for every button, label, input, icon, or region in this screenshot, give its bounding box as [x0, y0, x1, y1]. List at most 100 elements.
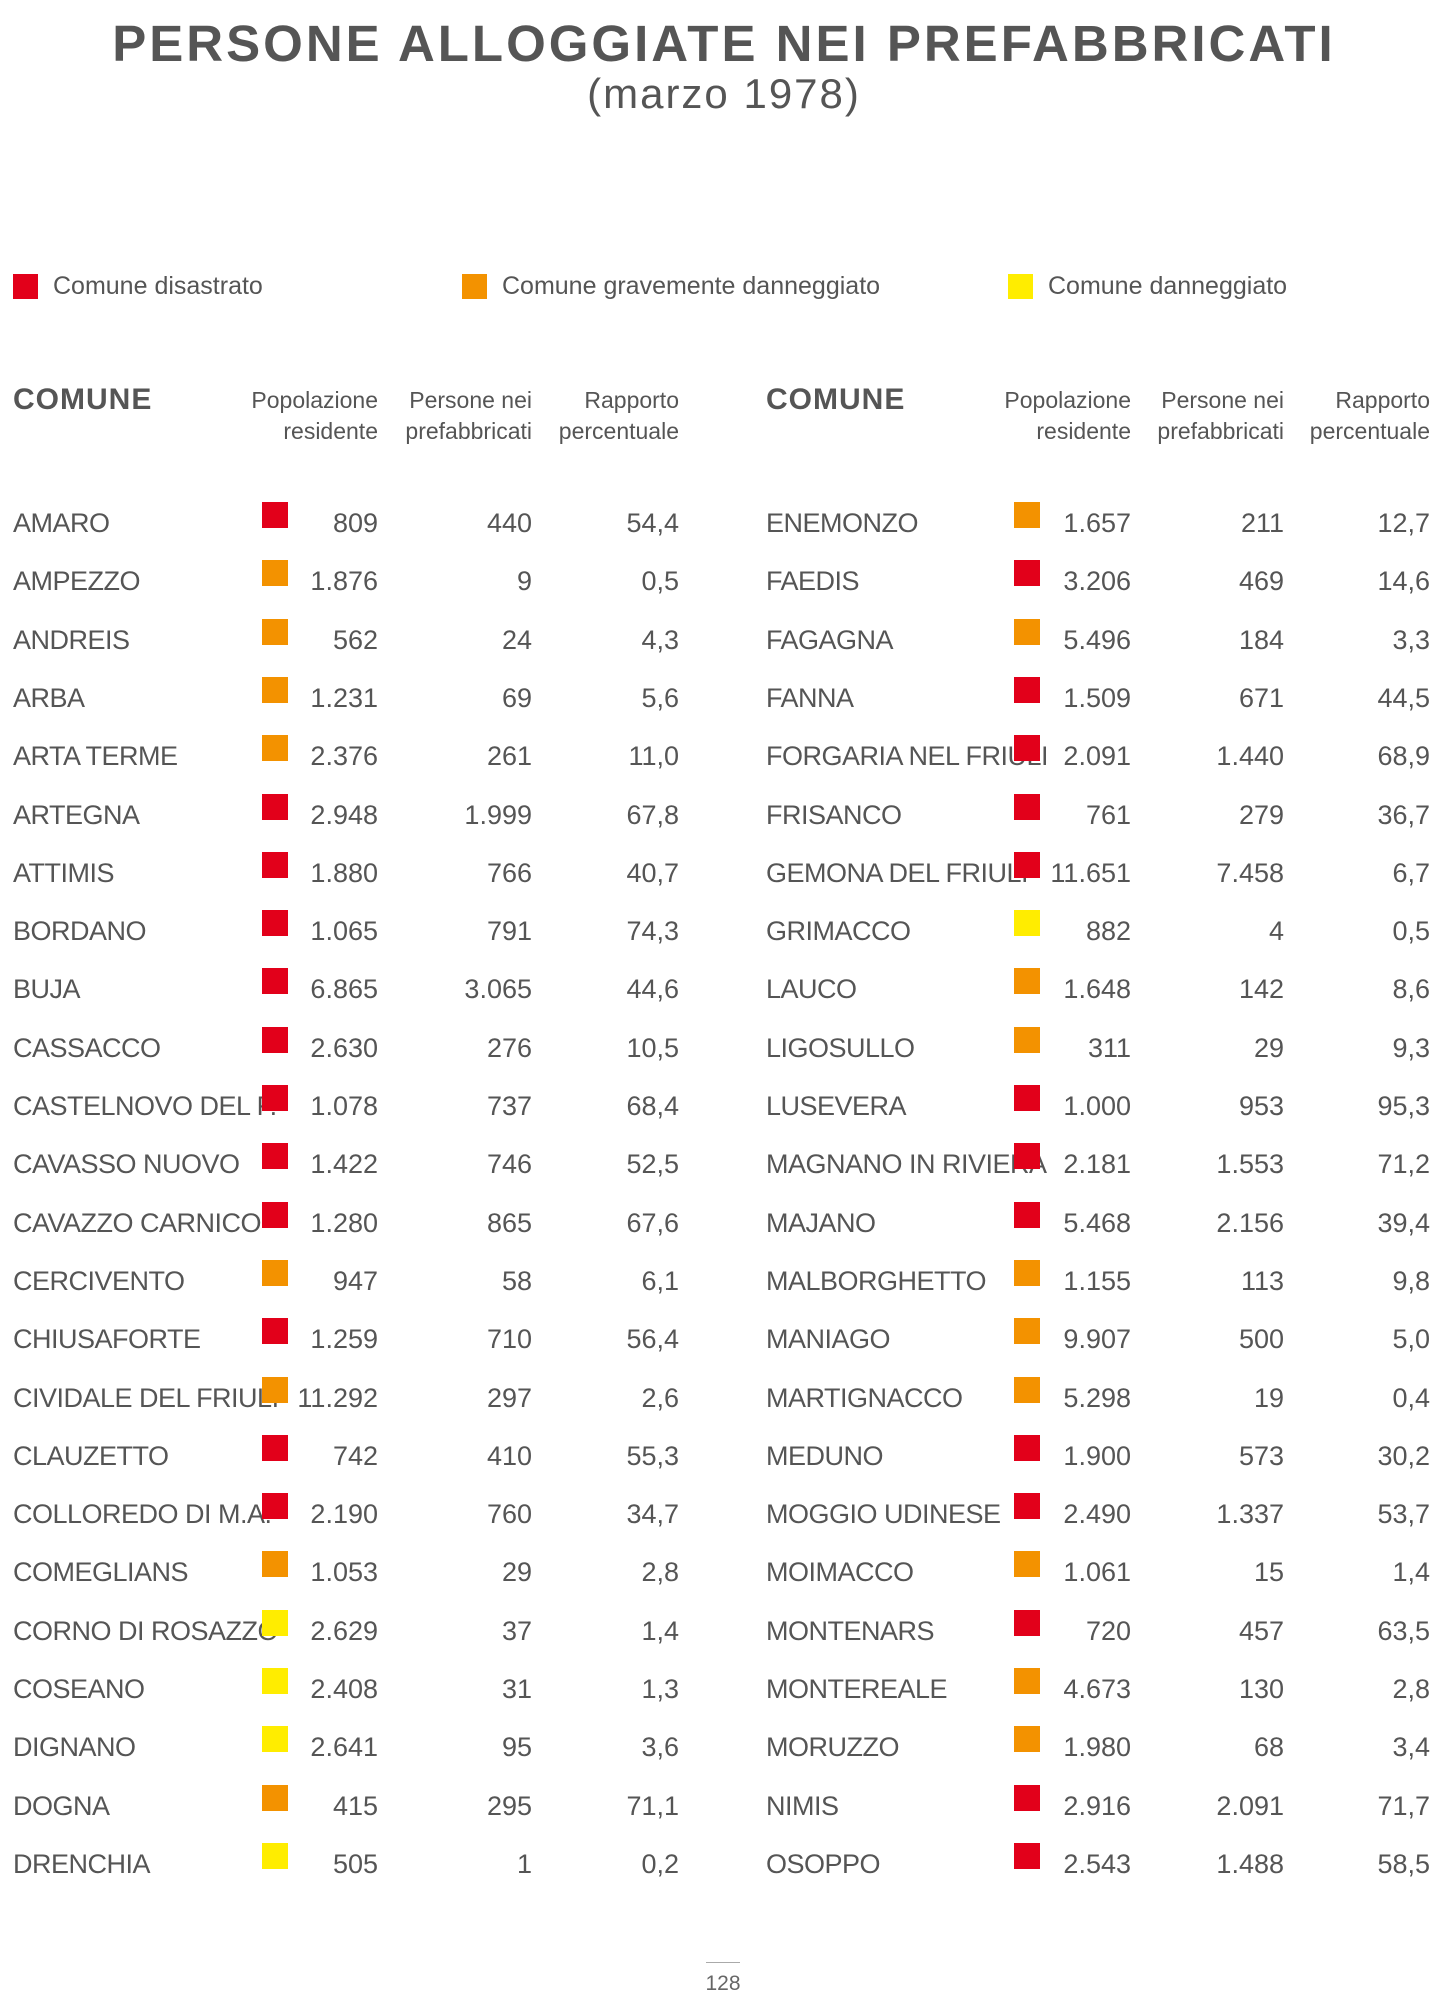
category-swatch-gravemente: [1014, 1726, 1040, 1753]
persone-value: 953: [1238, 1091, 1284, 1121]
header-popolazione-line1: Popolazione: [251, 387, 378, 413]
popolazione-value: 2.181: [1063, 1149, 1131, 1180]
comune-name: MOGGIO UDINESE: [766, 1499, 1001, 1530]
comune-name: CAVAZZO CARNICO: [13, 1207, 262, 1238]
popolazione-value: 5.468: [1063, 1207, 1131, 1238]
comune-name: CERCIVENTO: [13, 1265, 185, 1296]
rapporto-value: 6,1: [641, 1265, 679, 1296]
category-swatch-disastrato: [1014, 1609, 1040, 1636]
page-number-divider: [706, 1962, 740, 1963]
popolazione-value: 2.376: [310, 741, 378, 772]
legend-swatch-disastrato: [13, 274, 38, 299]
table-row: MORUZZO 1.980 68 3,4: [0, 1726, 1448, 1772]
persone-value: 500: [1238, 1324, 1284, 1355]
header-popolazione: Popolazione residente: [931, 385, 1131, 447]
header-persone: Persone nei prefabbricati: [1084, 385, 1284, 447]
category-swatch-disastrato: [1014, 793, 1040, 820]
comune-name: NIMIS: [766, 1790, 839, 1821]
category-swatch-disastrato: [1014, 1842, 1040, 1869]
comune-name: CASSACCO: [13, 1032, 161, 1063]
header-persone: Persone nei prefabbricati: [332, 385, 532, 447]
popolazione-value: 1.657: [1063, 508, 1131, 538]
category-swatch-gravemente: [1014, 502, 1040, 528]
rapporto-value: 71,7: [1377, 1790, 1430, 1821]
rapporto-value: 10,5: [626, 1032, 679, 1063]
rapporto-value: 6,7: [1392, 857, 1430, 888]
popolazione-value: 1.000: [1063, 1091, 1131, 1121]
persone-value: 24: [501, 624, 532, 655]
rapporto-value: 0,5: [641, 566, 679, 597]
persone-value: 261: [486, 741, 532, 772]
table-row: FANNA 1.509 671 44,5: [0, 676, 1448, 723]
category-swatch-disastrato: [262, 1085, 288, 1111]
comune-name: OSOPPO: [766, 1848, 881, 1879]
persone-value: 865: [486, 1207, 532, 1238]
rapporto-value: 0,2: [641, 1848, 679, 1879]
comune-name: CASTELNOVO DEL F.: [13, 1091, 277, 1121]
rapporto-value: 0,4: [1392, 1382, 1430, 1413]
comune-name: FAEDIS: [766, 566, 860, 597]
legend-item-danneggiato: Comune danneggiato: [1008, 272, 1287, 301]
rapporto-value: 39,4: [1377, 1207, 1430, 1238]
persone-value: 184: [1238, 624, 1284, 655]
rapporto-value: 3,3: [1392, 624, 1430, 655]
popolazione-value: 5.496: [1063, 624, 1131, 655]
table-row: FRISANCO 761 279 36,7: [0, 793, 1448, 840]
category-swatch-gravemente: [262, 1784, 288, 1811]
category-swatch-gravemente: [262, 1551, 288, 1578]
category-swatch-danneggiato: [262, 1726, 288, 1753]
persone-value: 276: [486, 1032, 532, 1063]
table-row: CAVAZZO CARNICO 1.280 865 67,6: [0, 1201, 1448, 1248]
table-row: BUJA 6.865 3.065 44,6: [0, 968, 1448, 1014]
persone-value: 69: [501, 682, 532, 713]
persone-value: 671: [1238, 682, 1284, 713]
rapporto-value: 44,6: [626, 974, 679, 1005]
table-row: ARTEGNA 2.948 1.999 67,8: [0, 793, 1448, 840]
table-row: CORNO DI ROSAZZO 2.629 37 1,4: [0, 1609, 1448, 1656]
persone-value: 37: [501, 1615, 532, 1646]
comune-name: MEDUNO: [766, 1440, 884, 1471]
comune-name: ARTA TERME: [13, 741, 178, 772]
category-swatch-danneggiato: [262, 1668, 288, 1694]
rapporto-value: 3,6: [641, 1732, 679, 1763]
table-row: CASTELNOVO DEL F. 1.078 737 68,4: [0, 1085, 1448, 1131]
category-swatch-disastrato: [262, 1434, 288, 1461]
comune-name: GEMONA DEL FRIULI: [766, 857, 1029, 888]
rapporto-value: 67,8: [626, 799, 679, 830]
rapporto-value: 1,4: [1392, 1557, 1430, 1588]
category-swatch-disastrato: [1014, 1784, 1040, 1811]
header-comune: COMUNE: [13, 383, 153, 416]
comune-name: CAVASSO NUOVO: [13, 1149, 240, 1180]
category-swatch-gravemente: [262, 560, 288, 587]
popolazione-value: 11.651: [1050, 857, 1131, 888]
category-swatch-disastrato: [262, 968, 288, 995]
category-swatch-disastrato: [1014, 676, 1040, 703]
category-swatch-danneggiato: [262, 1609, 288, 1636]
popolazione-value: 5.298: [1063, 1382, 1131, 1413]
category-swatch-gravemente: [262, 735, 288, 762]
legend-item-disastrato: Comune disastrato: [13, 272, 263, 301]
persone-value: 2.156: [1216, 1207, 1284, 1238]
rapporto-value: 34,7: [626, 1499, 679, 1530]
comune-name: AMARO: [13, 508, 110, 538]
rapporto-value: 68,4: [626, 1091, 679, 1121]
table-row: ARBA 1.231 69 5,6: [0, 676, 1448, 723]
persone-value: 295: [486, 1790, 532, 1821]
popolazione-value: 2.630: [310, 1032, 378, 1063]
table-row: MARTIGNACCO 5.298 19 0,4: [0, 1376, 1448, 1423]
comune-name: CIVIDALE DEL FRIULI: [13, 1382, 279, 1413]
comune-name: AMPEZZO: [13, 566, 141, 597]
category-swatch-disastrato: [262, 1026, 288, 1053]
category-swatch-disastrato: [1014, 1143, 1040, 1170]
popolazione-value: 6.865: [310, 974, 378, 1005]
rapporto-value: 52,5: [626, 1149, 679, 1180]
popolazione-value: 311: [1087, 1032, 1131, 1063]
table-row: GRIMACCO 882 4 0,5: [0, 910, 1448, 956]
popolazione-value: 9.907: [1063, 1324, 1131, 1355]
table-row: MOIMACCO 1.061 15 1,4: [0, 1551, 1448, 1597]
popolazione-value: 1.061: [1063, 1557, 1131, 1588]
persone-value: 7.458: [1216, 857, 1284, 888]
rapporto-value: 68,9: [1377, 741, 1430, 772]
comune-name: MANIAGO: [766, 1324, 891, 1355]
persone-value: 9: [516, 566, 532, 597]
